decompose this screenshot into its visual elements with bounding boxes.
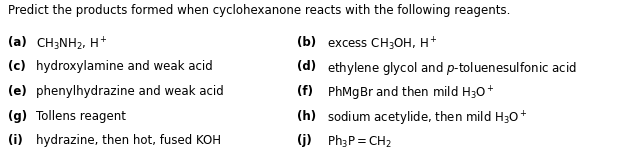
Text: excess CH$_3$OH, H$^+$: excess CH$_3$OH, H$^+$ [327,36,438,53]
Text: (c): (c) [8,60,25,73]
Text: (b): (b) [297,36,317,49]
Text: Predict the products formed when cyclohexanone reacts with the following reagent: Predict the products formed when cyclohe… [8,4,510,17]
Text: (g): (g) [8,110,27,122]
Text: phenylhydrazine and weak acid: phenylhydrazine and weak acid [36,85,224,98]
Text: ethylene glycol and $p$-toluenesulfonic acid: ethylene glycol and $p$-toluenesulfonic … [327,60,577,77]
Text: (d): (d) [297,60,317,73]
Text: (j): (j) [297,134,312,147]
Text: (f): (f) [297,85,314,98]
Text: sodium acetylide, then mild H$_3$O$^+$: sodium acetylide, then mild H$_3$O$^+$ [327,110,528,128]
Text: PhMgBr and then mild H$_3$O$^+$: PhMgBr and then mild H$_3$O$^+$ [327,85,495,103]
Text: (h): (h) [297,110,317,122]
Text: hydroxylamine and weak acid: hydroxylamine and weak acid [36,60,213,73]
Text: (a): (a) [8,36,26,49]
Text: CH$_3$NH$_2$, H$^+$: CH$_3$NH$_2$, H$^+$ [36,36,108,53]
Text: (i): (i) [8,134,23,147]
Text: (e): (e) [8,85,26,98]
Text: hydrazine, then hot, fused KOH: hydrazine, then hot, fused KOH [36,134,222,147]
Text: Ph$_3$P$=$CH$_2$: Ph$_3$P$=$CH$_2$ [327,134,392,149]
Text: Tollens reagent: Tollens reagent [36,110,126,122]
